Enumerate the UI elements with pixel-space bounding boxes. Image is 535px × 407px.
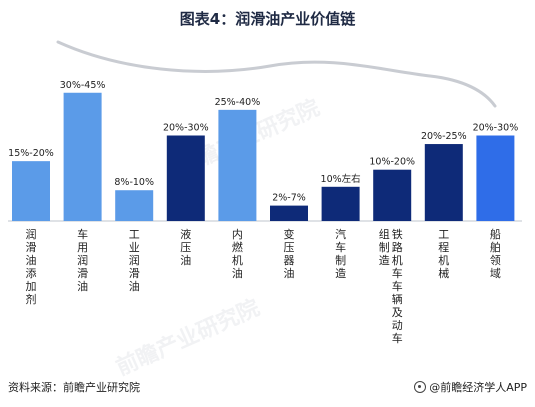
bar-1: [12, 161, 50, 221]
category-label-10: 船舶领域: [490, 227, 501, 280]
chart-title: 图表4：润滑油产业价值链: [179, 10, 356, 28]
bar-9: [424, 144, 463, 221]
trend-curve: [56, 40, 497, 108]
brand-credit-text: @前瞻经济学人APP: [429, 381, 527, 394]
source-note: 资料来源：前瞻产业研究院: [8, 381, 140, 394]
category-label-6: 变压器油: [284, 227, 295, 280]
value-label-7: 10%左右: [321, 173, 361, 185]
category-label-7: 汽车制造: [335, 227, 346, 280]
bar-2: [63, 92, 102, 221]
value-label-2: 30%-45%: [60, 80, 106, 91]
value-label-9: 20%-25%: [421, 131, 467, 142]
category-label-8: 铁路机车车辆及动车组制造: [379, 227, 403, 345]
category-label-5: 内燃机油: [232, 227, 243, 280]
value-label-1: 15%-20%: [8, 148, 54, 159]
category-label-1: 润滑油添加剂: [26, 227, 37, 306]
brand-logo-icon: [414, 381, 427, 393]
value-label-6: 2%-7%: [272, 193, 306, 204]
category-label-3: 工业润滑油: [129, 228, 140, 293]
category-label-2: 车用润滑油: [77, 227, 88, 293]
bar-8: [373, 169, 412, 221]
brand-credit: @前瞻经济学人APP: [414, 379, 527, 395]
bar-7: [321, 186, 360, 221]
bar-4: [166, 135, 205, 221]
bar-6: [270, 205, 308, 221]
value-label-10: 20%-30%: [473, 123, 519, 134]
bar-10: [476, 135, 515, 221]
bar-chart: 15%-20% 30%-45% 8%-10% 20%-30% 25%-40% 2%-7% 1…: [8, 40, 522, 345]
category-label-9: 工程机械: [438, 228, 449, 280]
bar-3: [115, 190, 154, 221]
value-label-4: 20%-30%: [163, 123, 209, 134]
value-label-8: 10%-20%: [369, 157, 415, 168]
category-label-4: 液压油: [180, 227, 191, 267]
value-label-3: 8%-10%: [114, 177, 154, 188]
value-label-5: 25%-40%: [215, 97, 261, 108]
bar-5: [218, 109, 257, 221]
